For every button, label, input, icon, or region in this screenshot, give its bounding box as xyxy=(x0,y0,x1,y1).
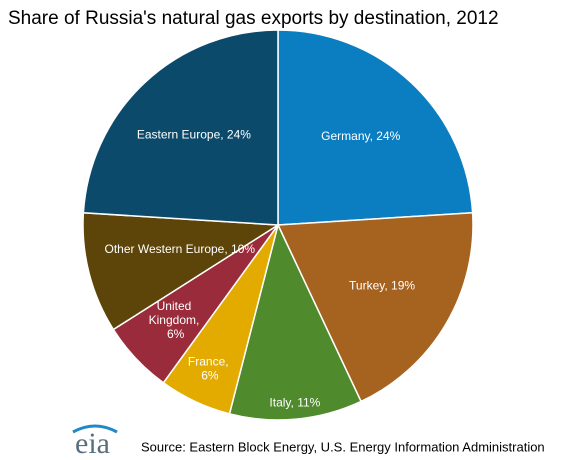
slice-label: Germany, 24% xyxy=(321,129,400,143)
pie: Germany, 24% Turkey, 19% Italy, 11% France,… xyxy=(82,29,474,421)
slice-label: Italy, 11% xyxy=(269,396,320,410)
slice-label: France, 6% xyxy=(188,355,232,383)
logo-swoosh xyxy=(72,424,118,434)
pie-slice xyxy=(82,211,281,331)
pie-slice xyxy=(228,222,363,421)
pie-slice xyxy=(82,29,279,226)
source: Source: Eastern Block Energy, U.S. Energ… xyxy=(141,439,545,454)
chart-title: Share of Russia's natural gas exports by… xyxy=(8,8,499,29)
slice-label: Eastern Europe, 24% xyxy=(137,128,251,142)
slice-label: United Kingdom, 6% xyxy=(149,299,203,341)
logo: eia xyxy=(75,427,110,460)
slice-label: Other Western Europe, 10% xyxy=(105,242,256,256)
slice-label: Turkey, 19% xyxy=(349,279,415,293)
pie-slice xyxy=(277,29,474,226)
pie-slice xyxy=(276,211,474,403)
